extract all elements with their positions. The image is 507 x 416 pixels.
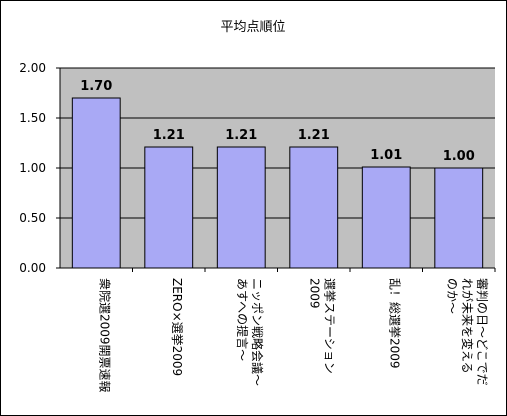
category-label: れが未来を変える	[460, 278, 475, 374]
category-label: あすへの提言～	[235, 278, 250, 361]
y-tick-label: 0.00	[19, 261, 46, 275]
data-label: 1.00	[443, 149, 475, 164]
category-label: のか～	[445, 278, 459, 314]
bar	[434, 167, 484, 269]
bar	[361, 166, 411, 269]
data-label: 1.21	[225, 128, 257, 143]
bar	[71, 97, 121, 269]
bar	[289, 146, 339, 269]
category-label: 審判の日～どこでだ	[475, 278, 490, 386]
data-label: 1.70	[80, 79, 112, 94]
y-tick-label: 1.50	[19, 111, 46, 125]
category-label: 衆院選2009開票速報	[97, 278, 111, 393]
data-label: 1.21	[298, 128, 330, 143]
category-label: 2009	[307, 278, 321, 309]
category-label: 選挙ステーション	[322, 278, 336, 374]
category-label: ZERO×選挙2009	[170, 278, 184, 376]
y-tick-label: 0.50	[19, 211, 46, 225]
y-tick-label: 1.00	[19, 161, 46, 175]
chart-title: 平均点順位	[220, 20, 285, 35]
bar	[216, 146, 266, 269]
data-label: 1.01	[370, 148, 402, 163]
data-label: 1.21	[153, 128, 185, 143]
bar	[144, 146, 194, 269]
category-label: 乱！総選挙2009	[387, 278, 401, 369]
y-tick-label: 2.00	[19, 61, 46, 75]
category-label: ニッポン戦略会議～	[250, 278, 265, 386]
